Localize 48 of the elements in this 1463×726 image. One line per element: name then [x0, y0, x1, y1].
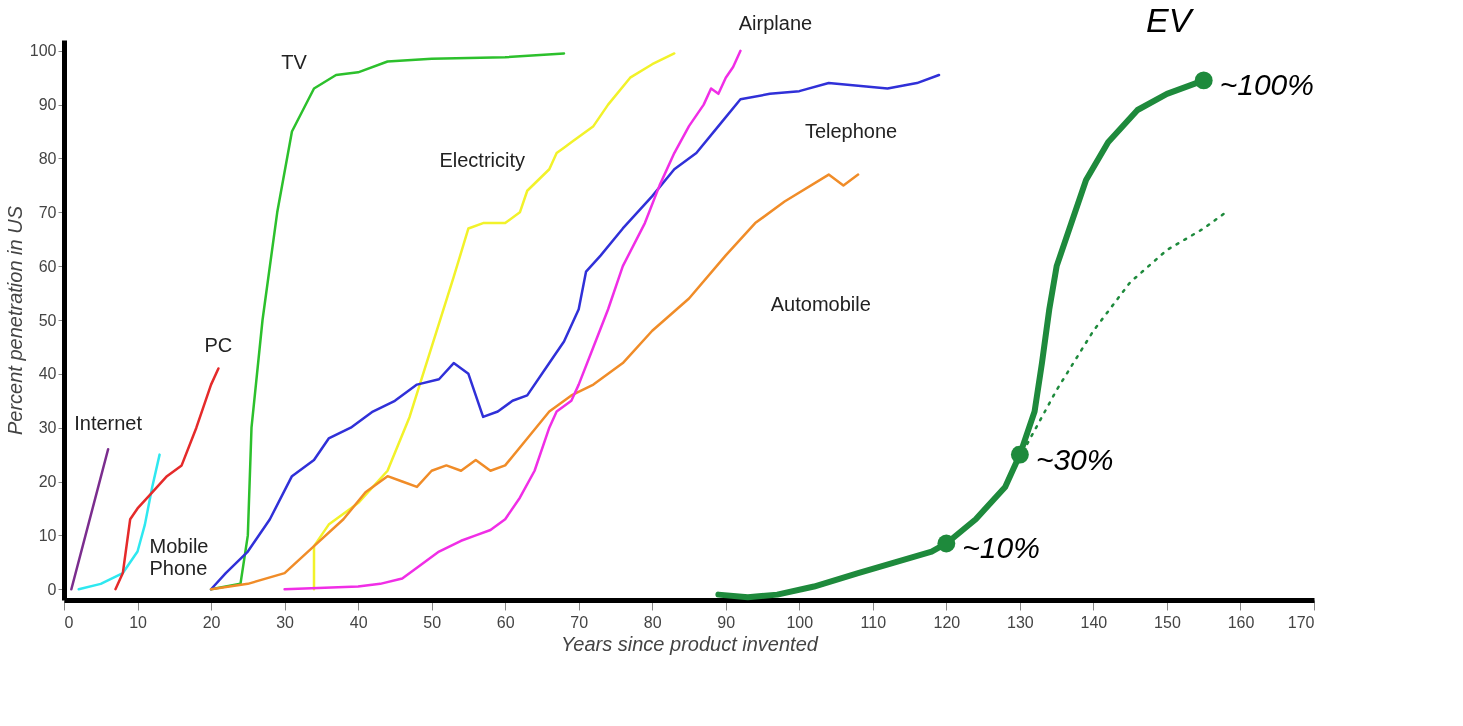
series-label: PC [204, 334, 233, 357]
y-tick-label: 50 [38, 311, 57, 329]
x-tick-label: 60 [496, 613, 515, 631]
y-tick-label: 10 [38, 526, 57, 544]
y-axis-title: Percent penetration in US [3, 205, 26, 436]
y-tick-label: 30 [38, 419, 57, 437]
y-tick-label: 60 [38, 257, 57, 275]
x-tick-label: 130 [1007, 613, 1034, 631]
x-tick-label: 170 [1287, 613, 1315, 631]
x-tick-label: 100 [786, 613, 814, 631]
x-tick-label: 160 [1227, 613, 1255, 631]
series-label: Electricity [439, 148, 526, 171]
x-tick-label: 50 [423, 613, 442, 631]
y-tick-label: 80 [38, 149, 57, 167]
y-tick-label: 0 [47, 580, 57, 598]
x-tick-label: 30 [276, 613, 295, 631]
line-series [312, 52, 676, 591]
y-tick-label: 70 [38, 203, 57, 221]
point [1194, 71, 1213, 90]
annotation: ~10% [962, 531, 1040, 565]
x-tick-label: 110 [860, 613, 887, 631]
series-label: EV [1146, 1, 1195, 40]
x-tick-label: 90 [717, 613, 736, 631]
x-tick-label: 140 [1080, 613, 1108, 631]
x-tick-label: 40 [349, 613, 368, 631]
series-label: TV [281, 51, 308, 74]
annotation: ~100% [1219, 68, 1314, 102]
x-tick-label: 10 [129, 613, 148, 631]
x-tick-label: 150 [1154, 613, 1181, 631]
series-label: Telephone [804, 119, 898, 142]
x-tick-label: 80 [643, 613, 662, 631]
y-tick-label: 90 [38, 96, 57, 114]
point [1010, 445, 1029, 464]
x-tick-label: 120 [933, 613, 961, 631]
y-tick-label: 40 [38, 365, 57, 383]
x-axis-title: Years since product invented [561, 632, 819, 655]
text: Automobile [770, 293, 871, 316]
y-tick-label: 20 [38, 473, 57, 491]
x-tick-label: 0 [64, 613, 74, 631]
series-label: Airplane [738, 11, 813, 34]
annotation: ~30% [1035, 442, 1114, 476]
point [937, 534, 956, 553]
series-label: Mobile Phone [149, 534, 209, 579]
x-tick-label: 20 [202, 613, 221, 631]
y-tick-label: 100 [29, 42, 57, 60]
line-series [283, 49, 742, 591]
series-label: Internet [74, 412, 143, 435]
x-tick-label: 70 [570, 613, 589, 631]
